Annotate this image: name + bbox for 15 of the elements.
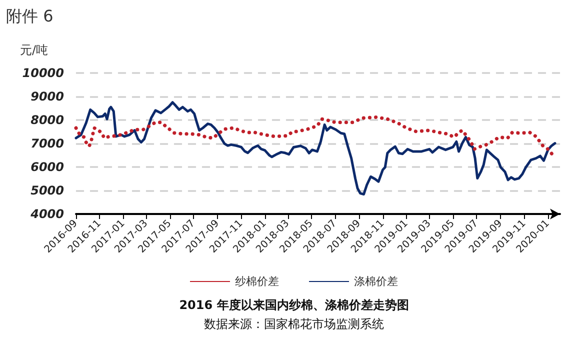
line-series bbox=[74, 101, 556, 196]
text: 2016 年度以来国内纱棉、涤棉价差走势图 bbox=[179, 298, 409, 312]
source-note: 数据来源：国家棉花市场监测系统 bbox=[204, 317, 384, 331]
text: 附件 6 bbox=[6, 6, 54, 26]
legend-label: 纱棉价差 bbox=[235, 275, 279, 288]
y-tick-label: 4000 bbox=[30, 207, 64, 221]
y-tick-label: 10000 bbox=[22, 66, 64, 80]
y-tick-label: 6000 bbox=[30, 160, 64, 174]
y-tick-label: 7000 bbox=[30, 136, 64, 150]
y-tick-label: 8000 bbox=[30, 113, 64, 127]
legend-label: 涤棉价差 bbox=[354, 275, 398, 288]
y-tick-label: 9000 bbox=[30, 90, 64, 104]
y-axis-title: 元/吨 bbox=[20, 43, 48, 57]
line-series bbox=[74, 115, 554, 157]
y-tick-label: 5000 bbox=[30, 184, 64, 198]
